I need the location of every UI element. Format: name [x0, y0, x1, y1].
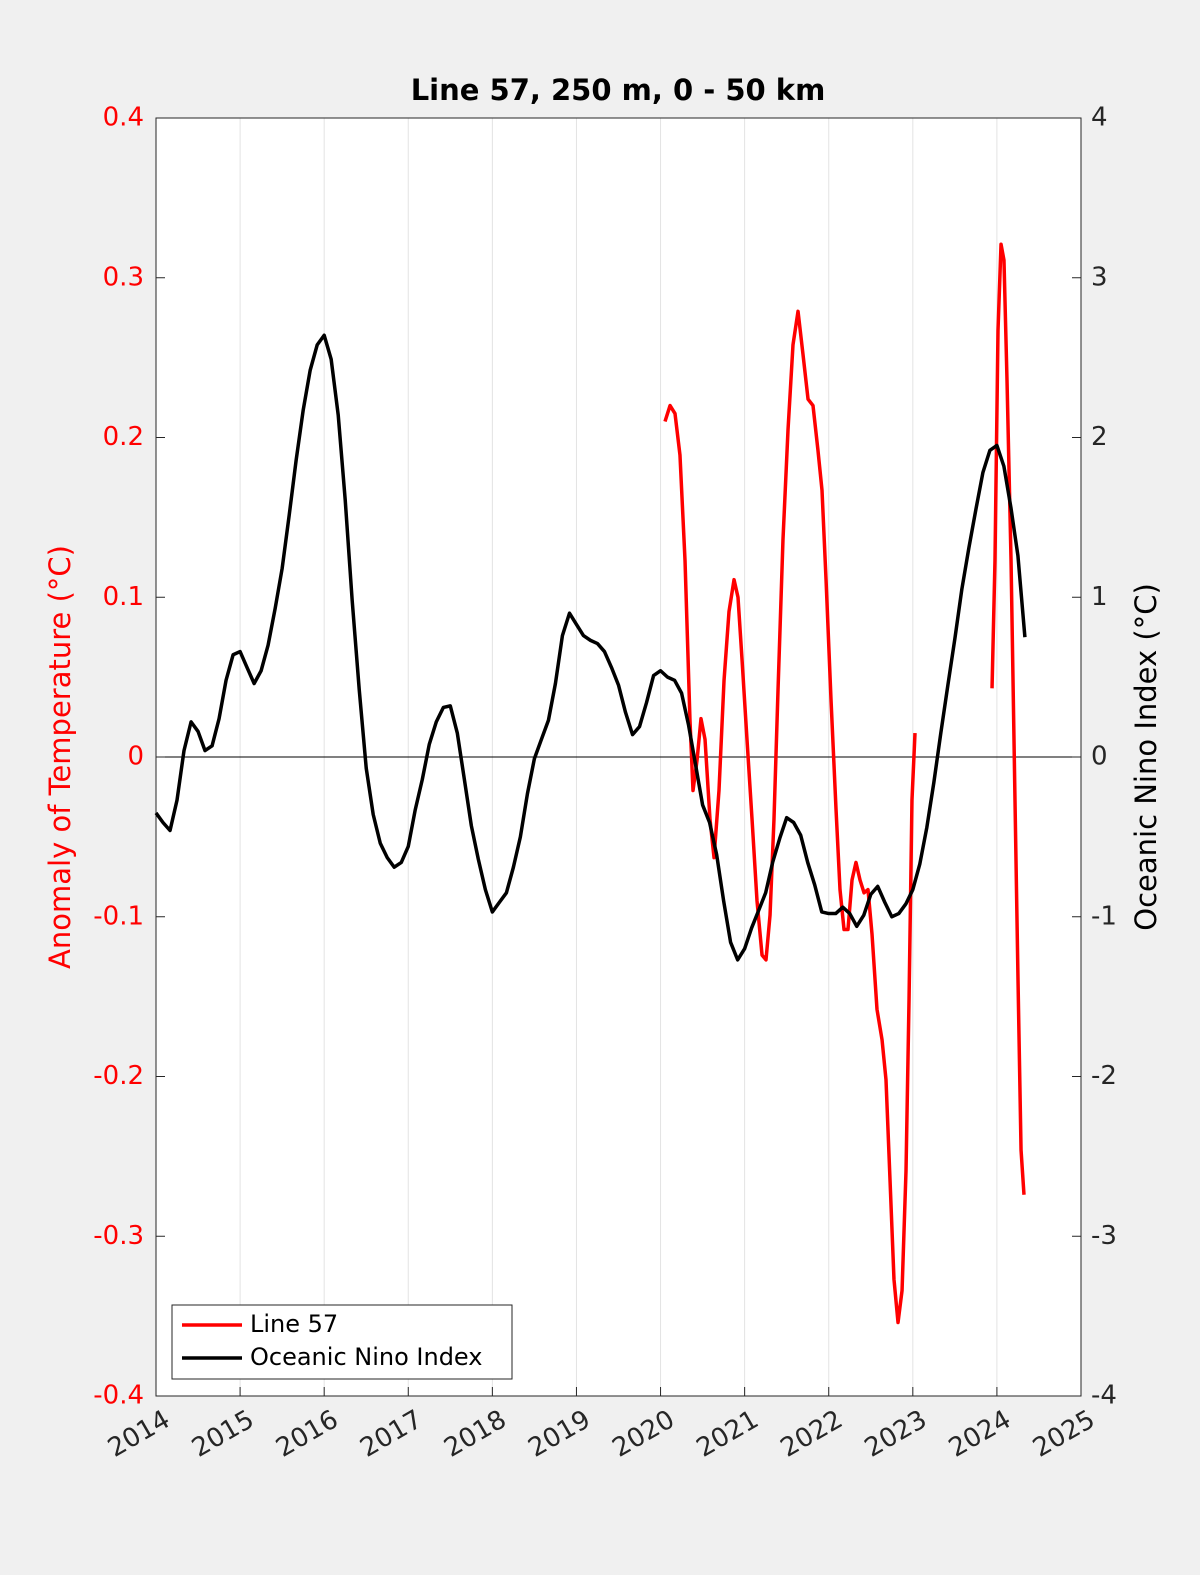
data-line	[154, 333, 1027, 962]
x-tick-label: 2016	[271, 1405, 343, 1464]
chart-title: Line 57, 250 m, 0 - 50 km	[411, 73, 826, 107]
y2-tick-label: -2	[1091, 1061, 1117, 1091]
y2-tick-label: -3	[1091, 1221, 1117, 1251]
y2-axis-label: Oceanic Nino Index (°C)	[1129, 583, 1163, 931]
legend-label: Line 57	[250, 1310, 338, 1338]
x-tick-label: 2025	[1028, 1405, 1100, 1464]
legend: Line 57 Oceanic Nino Index	[171, 1304, 513, 1380]
x-tick-label: 2021	[692, 1405, 764, 1464]
y2-tick-label: 3	[1091, 262, 1108, 292]
x-tick-label: 2015	[187, 1405, 259, 1464]
x-tick-label: 2022	[776, 1405, 848, 1464]
y2-tick-label: 0	[1091, 742, 1108, 772]
legend-box	[171, 1304, 513, 1380]
y-tick-label: -0.4	[93, 1381, 144, 1411]
y2-tick-label: -1	[1091, 901, 1117, 931]
y-tick-label: 0.3	[103, 262, 144, 292]
y-tick-label: 0.1	[103, 582, 144, 612]
x-tick-label: 2014	[103, 1405, 175, 1464]
x-tick-label: 2020	[607, 1405, 679, 1464]
y-tick-label: -0.3	[93, 1221, 144, 1251]
legend-label: Oceanic Nino Index	[250, 1343, 482, 1371]
y-tick-label: -0.1	[93, 901, 144, 931]
x-tick-label: 2017	[355, 1405, 427, 1464]
y-tick-label: 0.2	[103, 422, 144, 452]
y-tick-label: 0	[127, 742, 144, 772]
y2-tick-label: 4	[1091, 103, 1108, 133]
y-axis-label: Anomaly of Temperature (°C)	[43, 545, 77, 969]
data-line	[663, 242, 1026, 1325]
y2-tick-label: -4	[1091, 1381, 1117, 1411]
x-tick-label: 2023	[860, 1405, 932, 1464]
x-tick-label: 2024	[944, 1405, 1016, 1464]
y-tick-label: -0.2	[93, 1061, 144, 1091]
x-tick-label: 2018	[439, 1405, 511, 1464]
y-tick-label: 0.4	[103, 103, 144, 133]
y2-tick-label: 1	[1091, 582, 1108, 612]
x-tick-label: 2019	[523, 1405, 595, 1464]
y2-tick-label: 2	[1091, 422, 1108, 452]
axes-frame	[155, 117, 1082, 1397]
